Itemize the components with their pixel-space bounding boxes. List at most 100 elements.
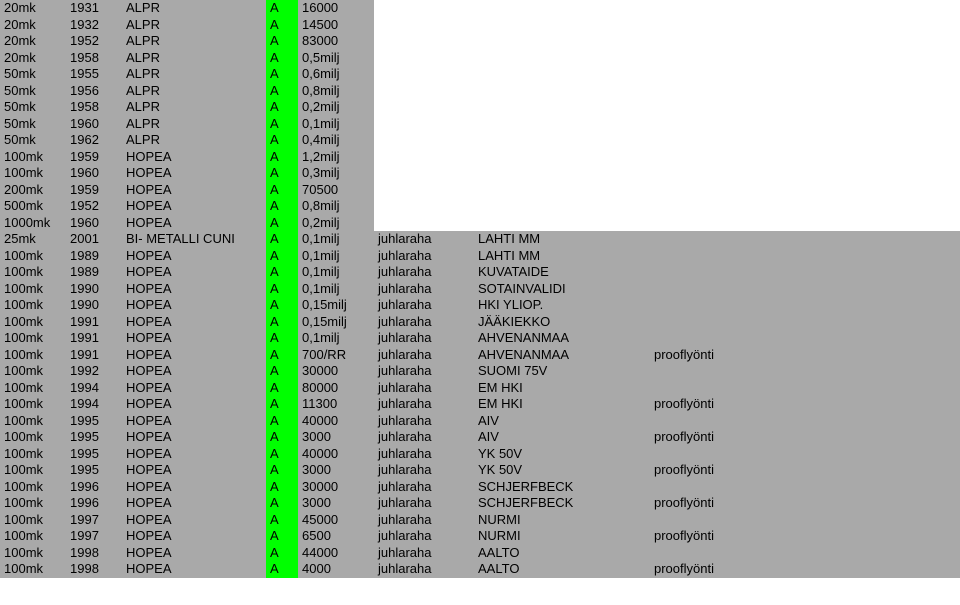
table-row: 500mk1952HOPEAA0,8milj (0, 198, 960, 215)
table-row: 100mk1991HOPEAA700/RRjuhlarahaAHVENANMAA… (0, 347, 960, 364)
cell-metal: HOPEA (122, 561, 266, 578)
cell-qty: 30000 (298, 363, 374, 380)
cell-desc: YK 50V (474, 462, 650, 479)
cell-denom: 100mk (0, 495, 66, 512)
cell-denom: 100mk (0, 396, 66, 413)
cell-grade: A (266, 50, 298, 67)
cell-type: juhlaraha (374, 380, 474, 397)
cell-metal: ALPR (122, 17, 266, 34)
cell-denom: 100mk (0, 545, 66, 562)
cell-desc (474, 132, 650, 149)
cell-qty: 45000 (298, 512, 374, 529)
cell-extra (650, 17, 960, 34)
cell-denom: 20mk (0, 17, 66, 34)
cell-metal: HOPEA (122, 413, 266, 430)
cell-desc: KUVATAIDE (474, 264, 650, 281)
cell-year: 1990 (66, 297, 122, 314)
table-row: 100mk1990HOPEAA0,15miljjuhlarahaHKI YLIO… (0, 297, 960, 314)
cell-denom: 100mk (0, 413, 66, 430)
cell-year: 1931 (66, 0, 122, 17)
cell-type: juhlaraha (374, 297, 474, 314)
cell-desc: NURMI (474, 512, 650, 529)
cell-type: juhlaraha (374, 231, 474, 248)
cell-metal: HOPEA (122, 314, 266, 331)
cell-desc (474, 182, 650, 199)
cell-extra: prooflyönti (650, 462, 960, 479)
cell-denom: 100mk (0, 429, 66, 446)
cell-type (374, 83, 474, 100)
cell-grade: A (266, 528, 298, 545)
cell-qty: 0,1milj (298, 330, 374, 347)
cell-year: 2001 (66, 231, 122, 248)
cell-year: 1959 (66, 182, 122, 199)
cell-metal: HOPEA (122, 446, 266, 463)
cell-year: 1992 (66, 363, 122, 380)
cell-type: juhlaraha (374, 264, 474, 281)
cell-grade: A (266, 248, 298, 265)
cell-type: juhlaraha (374, 396, 474, 413)
cell-grade: A (266, 99, 298, 116)
cell-type: juhlaraha (374, 462, 474, 479)
cell-grade: A (266, 330, 298, 347)
cell-extra (650, 99, 960, 116)
table-row: 100mk1992HOPEAA30000juhlarahaSUOMI 75V (0, 363, 960, 380)
cell-metal: HOPEA (122, 281, 266, 298)
cell-metal: HOPEA (122, 347, 266, 364)
cell-type: juhlaraha (374, 495, 474, 512)
cell-desc: NURMI (474, 528, 650, 545)
cell-metal: HOPEA (122, 545, 266, 562)
table-row: 100mk1960HOPEAA0,3milj (0, 165, 960, 182)
cell-grade: A (266, 66, 298, 83)
table-row: 100mk1959HOPEAA1,2milj (0, 149, 960, 166)
cell-type (374, 182, 474, 199)
cell-grade: A (266, 83, 298, 100)
cell-year: 1955 (66, 66, 122, 83)
cell-denom: 100mk (0, 297, 66, 314)
cell-metal: HOPEA (122, 429, 266, 446)
cell-denom: 50mk (0, 116, 66, 133)
table-row: 20mk1931ALPRA16000 (0, 0, 960, 17)
cell-desc (474, 83, 650, 100)
cell-qty: 4000 (298, 561, 374, 578)
table-row: 50mk1955ALPRA0,6milj (0, 66, 960, 83)
cell-desc: HKI YLIOP. (474, 297, 650, 314)
cell-denom: 100mk (0, 330, 66, 347)
cell-qty: 0,2milj (298, 99, 374, 116)
cell-extra (650, 83, 960, 100)
cell-denom: 100mk (0, 363, 66, 380)
cell-denom: 100mk (0, 248, 66, 265)
cell-year: 1960 (66, 215, 122, 232)
cell-year: 1998 (66, 545, 122, 562)
cell-denom: 100mk (0, 264, 66, 281)
cell-desc: AALTO (474, 561, 650, 578)
cell-qty: 0,15milj (298, 314, 374, 331)
cell-denom: 100mk (0, 165, 66, 182)
cell-extra: prooflyönti (650, 528, 960, 545)
table-row: 200mk1959HOPEAA70500 (0, 182, 960, 199)
cell-grade: A (266, 347, 298, 364)
cell-year: 1960 (66, 116, 122, 133)
table-row: 100mk1998HOPEAA4000juhlarahaAALTOproofly… (0, 561, 960, 578)
cell-type (374, 215, 474, 232)
cell-year: 1990 (66, 281, 122, 298)
cell-year: 1962 (66, 132, 122, 149)
cell-year: 1958 (66, 50, 122, 67)
cell-denom: 100mk (0, 281, 66, 298)
cell-type: juhlaraha (374, 545, 474, 562)
cell-year: 1958 (66, 99, 122, 116)
cell-grade: A (266, 264, 298, 281)
cell-qty: 0,1milj (298, 248, 374, 265)
table-row: 20mk1952ALPRA83000 (0, 33, 960, 50)
cell-desc: AALTO (474, 545, 650, 562)
cell-extra: prooflyönti (650, 429, 960, 446)
cell-extra (650, 281, 960, 298)
cell-year: 1952 (66, 198, 122, 215)
cell-grade: A (266, 380, 298, 397)
table-row: 100mk1995HOPEAA40000juhlarahaAIV (0, 413, 960, 430)
cell-type (374, 198, 474, 215)
cell-metal: HOPEA (122, 248, 266, 265)
cell-denom: 50mk (0, 83, 66, 100)
cell-denom: 50mk (0, 132, 66, 149)
cell-denom: 200mk (0, 182, 66, 199)
cell-grade: A (266, 479, 298, 496)
